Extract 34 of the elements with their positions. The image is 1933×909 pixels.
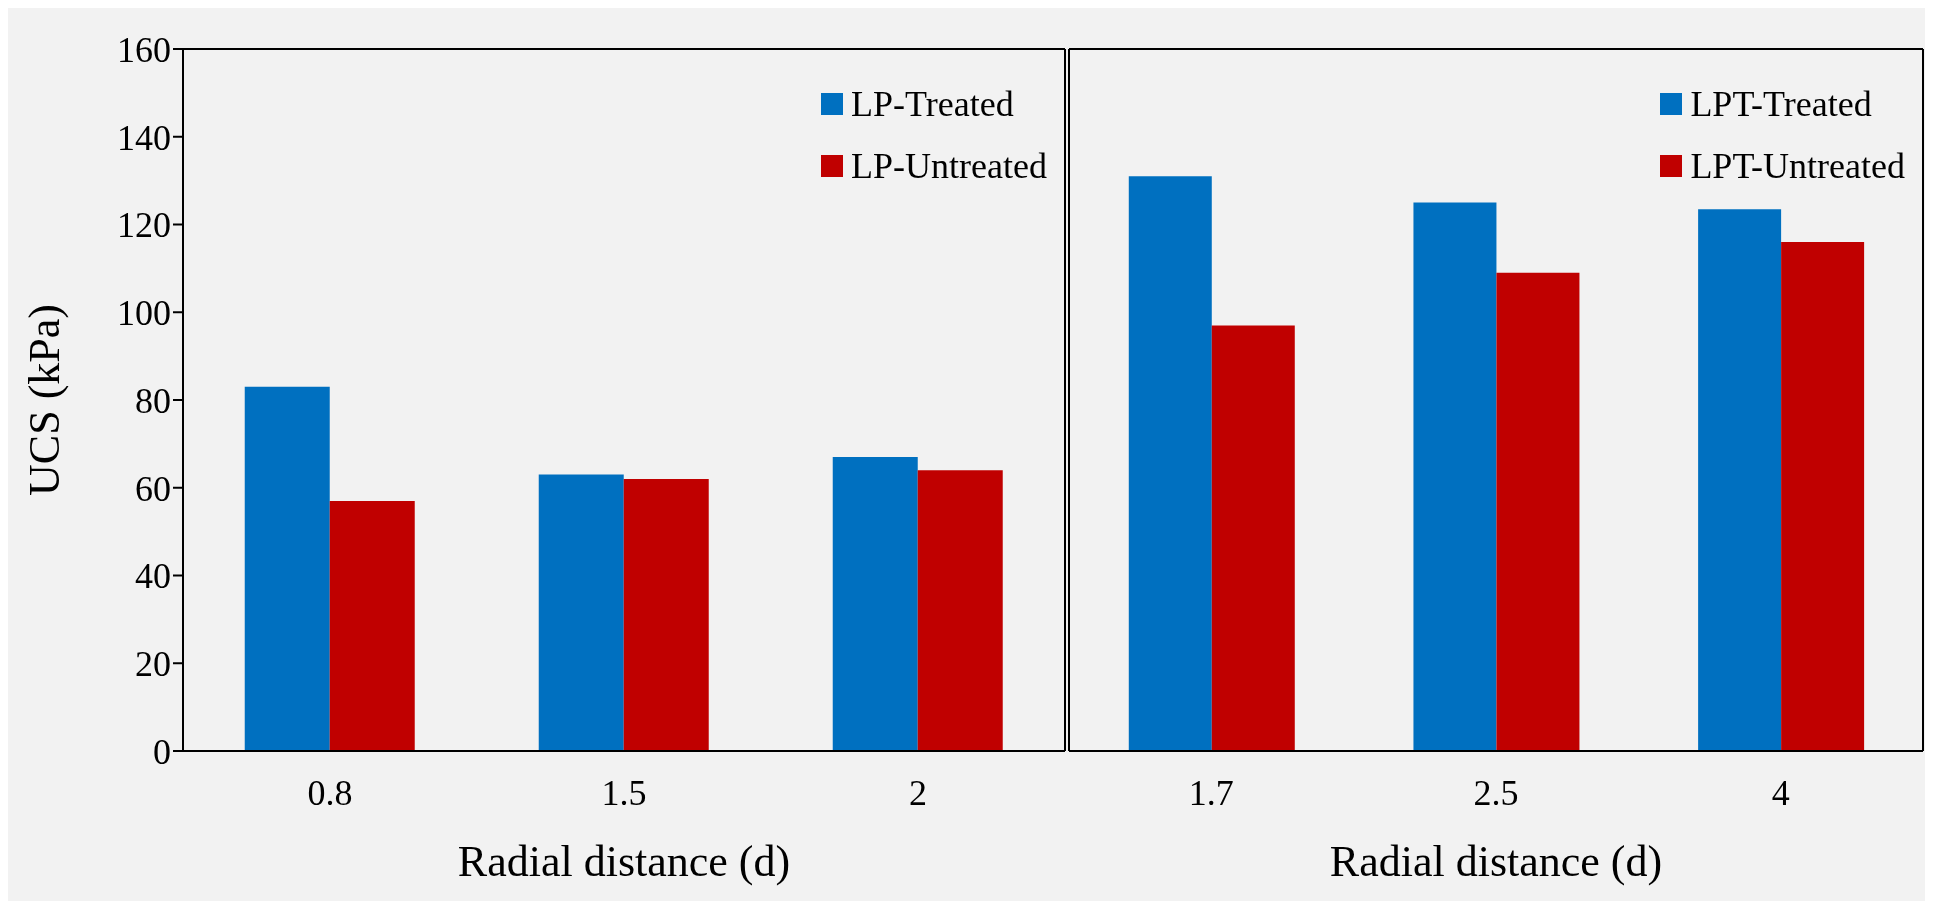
legend-label: LPT-Untreated: [1690, 145, 1905, 187]
y-tick-label: 60: [135, 468, 171, 509]
y-tick-label: 100: [117, 293, 171, 334]
bar: [1211, 325, 1295, 751]
bar: [1496, 272, 1580, 751]
bar: [1698, 209, 1782, 751]
y-tick-label: 20: [135, 644, 171, 685]
y-axis-title: UCS (kPa): [19, 304, 69, 496]
y-tick-label: 160: [117, 29, 171, 70]
y-tick-label: 140: [117, 117, 171, 158]
legend-label: LP-Treated: [851, 83, 1014, 125]
bar: [1413, 202, 1497, 751]
bar: [917, 470, 1003, 751]
x-tick-label: 0.8: [307, 772, 353, 813]
bar: [832, 457, 918, 751]
x-tick-label: 2: [909, 772, 927, 813]
y-tick-label: 80: [135, 380, 171, 421]
x-axis-title: Radial distance (d): [1329, 837, 1663, 886]
y-tick-label: 0: [153, 731, 171, 772]
bar: [538, 474, 624, 751]
legend-label: LPT-Treated: [1690, 83, 1872, 125]
y-tick-label: 120: [117, 205, 171, 246]
bar: [244, 386, 330, 751]
bar: [329, 500, 415, 751]
x-tick-label: 1.7: [1188, 772, 1234, 813]
bar: [1128, 176, 1212, 751]
x-tick-label: 2.5: [1473, 772, 1519, 813]
y-tick-label: 40: [135, 556, 171, 597]
x-axis-title: Radial distance (d): [457, 837, 791, 886]
x-tick-label: 1.5: [601, 772, 647, 813]
bar: [1781, 242, 1865, 751]
bar: [623, 478, 709, 751]
legend-label: LP-Untreated: [851, 145, 1047, 187]
x-tick-label: 4: [1771, 772, 1790, 813]
